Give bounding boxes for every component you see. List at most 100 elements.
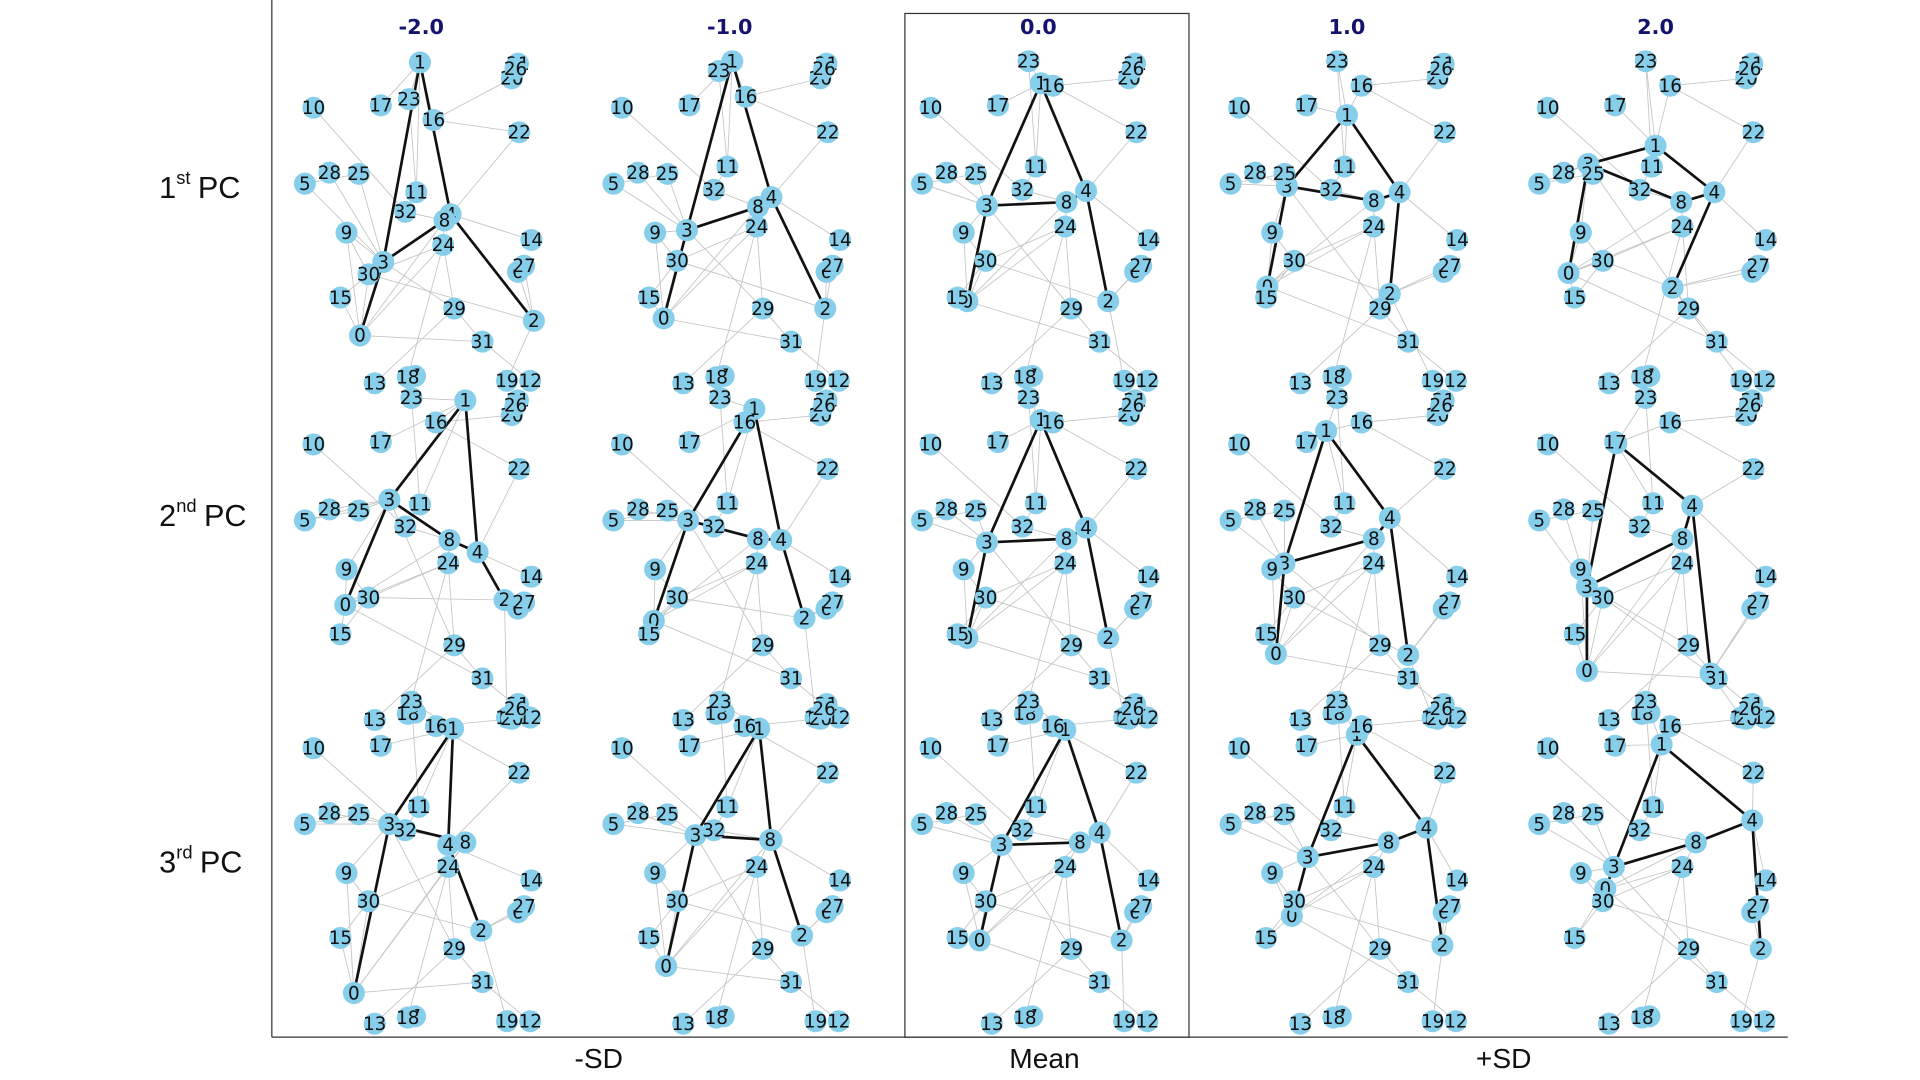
- node: [626, 161, 649, 184]
- node: [1552, 498, 1575, 521]
- node: [424, 715, 447, 738]
- light-edge: [1547, 444, 1640, 527]
- node-label: 25: [1581, 164, 1604, 185]
- node-label: 28: [1243, 500, 1266, 521]
- node-label: 27: [1438, 896, 1461, 917]
- node: [814, 297, 837, 320]
- node: [1289, 1012, 1312, 1035]
- node-label: 11: [1333, 157, 1356, 178]
- node: [1255, 286, 1278, 309]
- node-label: 16: [1659, 76, 1682, 97]
- light-edge: [1333, 866, 1375, 1018]
- light-edge: [313, 107, 406, 213]
- column-header: 2.0: [1637, 15, 1674, 39]
- node: [1446, 869, 1469, 892]
- node: [707, 60, 730, 83]
- node-label: 4: [775, 530, 787, 551]
- light-edge: [1586, 597, 1604, 672]
- light-edge: [1615, 443, 1654, 504]
- bold-edge: [985, 82, 1043, 207]
- node-label: 17: [369, 96, 392, 117]
- node: [357, 890, 380, 913]
- node: [1054, 215, 1077, 238]
- light-edge: [677, 900, 803, 936]
- light-edge: [1713, 132, 1754, 193]
- light-edge: [771, 131, 829, 198]
- node-label: 28: [935, 500, 958, 521]
- node-label: 3: [1281, 176, 1293, 197]
- bold-edge: [730, 60, 773, 198]
- node: [1273, 499, 1296, 522]
- bold-edge: [463, 400, 479, 553]
- light-edge: [1107, 301, 1125, 381]
- node: [1130, 895, 1153, 918]
- light-edge: [1085, 527, 1149, 578]
- node: [911, 509, 934, 532]
- light-edge: [1605, 888, 1718, 983]
- light-edge: [991, 644, 1072, 721]
- node-label: 29: [1677, 299, 1700, 320]
- node-label: 29: [443, 299, 466, 320]
- node-label: 24: [1054, 553, 1077, 574]
- node-label: 31: [779, 669, 802, 690]
- light-edge: [1586, 562, 1683, 672]
- node-label: 32: [702, 517, 725, 538]
- node: [980, 708, 1003, 732]
- bold-edge: [1285, 114, 1348, 187]
- light-edge: [682, 308, 764, 384]
- light-edge: [1645, 61, 1656, 146]
- node-label: 29: [1368, 636, 1391, 657]
- node: [759, 828, 782, 852]
- node: [1582, 499, 1605, 522]
- node: [1421, 369, 1444, 392]
- node-label: 1: [1035, 73, 1047, 94]
- node-label: 8: [1677, 529, 1689, 550]
- light-edge: [718, 70, 728, 167]
- node-label: 25: [656, 164, 679, 185]
- node: [1563, 286, 1586, 309]
- node-label: 28: [1552, 803, 1575, 824]
- node-label: 10: [610, 435, 633, 456]
- node: [335, 862, 358, 885]
- node: [1219, 172, 1242, 195]
- row-number: 2: [159, 499, 176, 533]
- node-label: 26: [504, 59, 527, 80]
- node-label: 15: [329, 288, 352, 309]
- light-edge: [374, 948, 455, 1024]
- node-label: 9: [1575, 223, 1587, 244]
- node-label: 22: [1433, 122, 1456, 143]
- node-label: 12: [827, 371, 850, 392]
- light-edge: [407, 866, 449, 1018]
- node-label: 10: [1536, 435, 1559, 456]
- node-label: 2: [799, 609, 811, 630]
- light-edge: [1284, 562, 1381, 646]
- bottom-label: Mean: [1009, 1043, 1079, 1074]
- node-label: 9: [1266, 863, 1278, 884]
- bold-edge: [1654, 144, 1716, 194]
- bold-edge: [985, 419, 1043, 543]
- light-edge: [1602, 562, 1683, 598]
- node-label: 0: [1286, 906, 1298, 927]
- node-label: 8: [444, 530, 456, 551]
- node-label: 15: [637, 625, 660, 646]
- row-superscript: rd: [176, 841, 192, 862]
- node-label: 22: [816, 459, 839, 480]
- node-label: 8: [1690, 833, 1702, 854]
- node: [1013, 366, 1036, 389]
- light-edge: [1238, 107, 1332, 191]
- node-label: 30: [1283, 251, 1306, 272]
- node: [1097, 626, 1120, 649]
- node: [1368, 297, 1392, 320]
- node-label: 27: [1130, 896, 1153, 917]
- node-label: 22: [507, 763, 530, 784]
- node: [1563, 623, 1586, 646]
- light-edge: [1275, 653, 1409, 679]
- node: [1415, 816, 1438, 839]
- node: [678, 94, 701, 117]
- node-label: 16: [1041, 413, 1064, 434]
- node: [1659, 74, 1682, 97]
- node: [980, 372, 1003, 395]
- node-label: 28: [935, 803, 958, 824]
- node: [1350, 715, 1373, 738]
